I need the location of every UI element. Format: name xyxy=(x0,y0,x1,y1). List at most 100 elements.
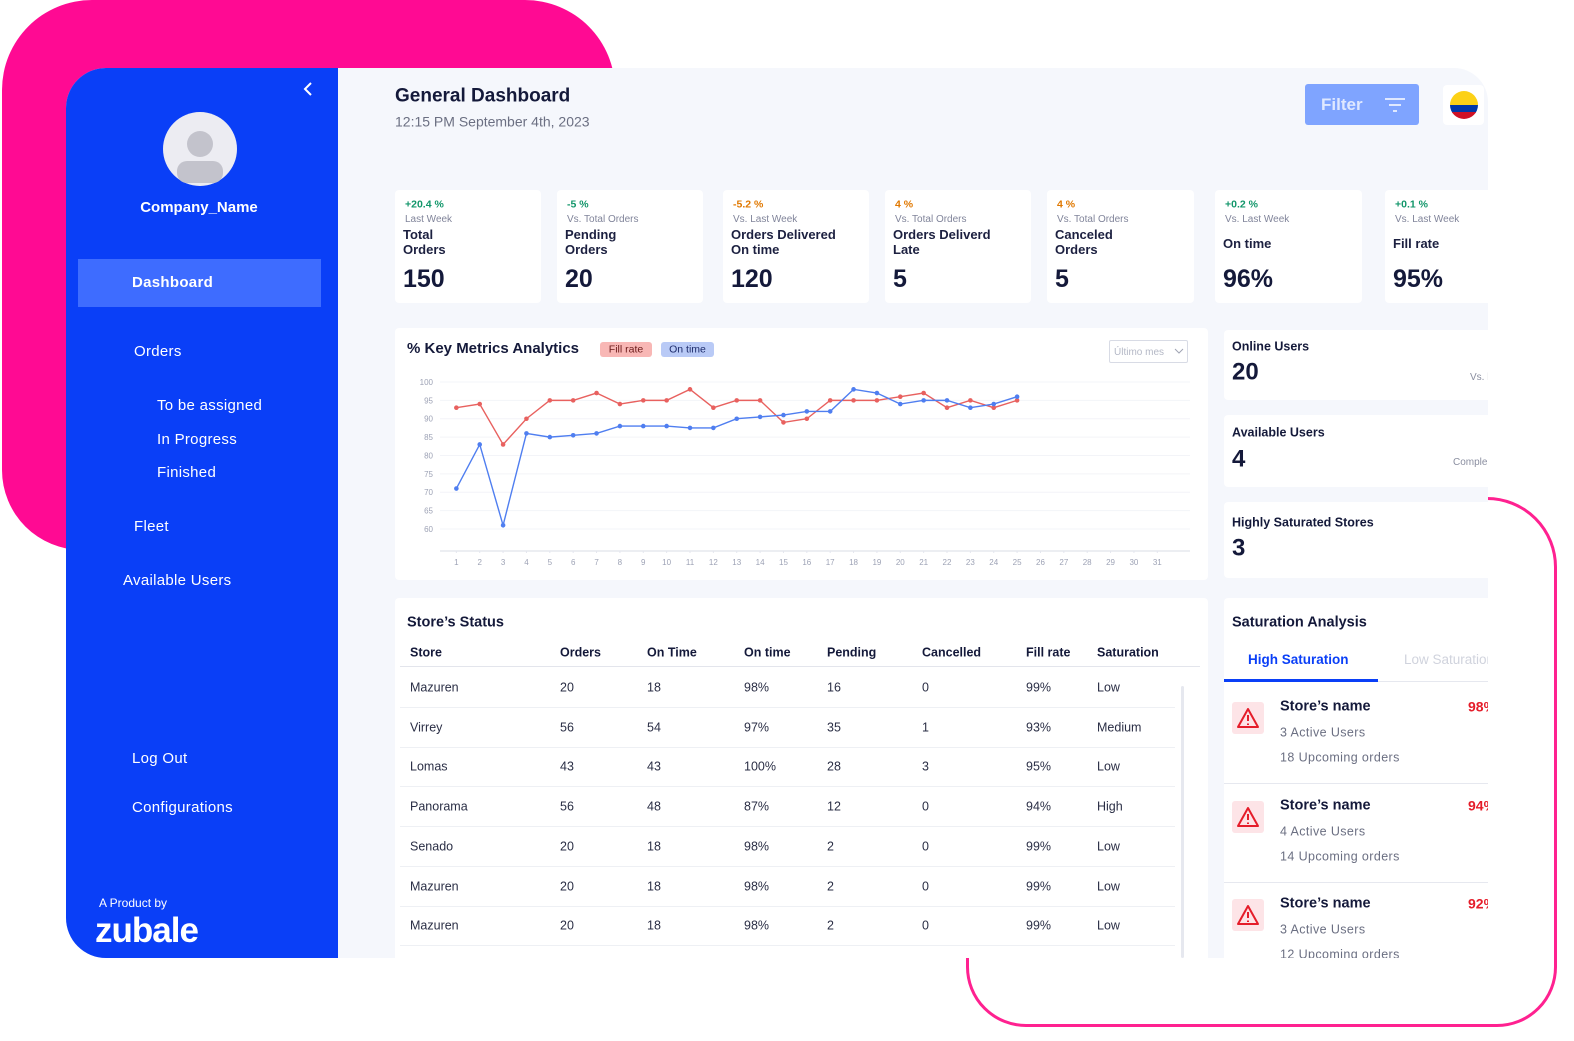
data-point xyxy=(500,442,506,447)
store-users: 4 Active Users xyxy=(1280,824,1366,838)
legend-chip[interactable]: On time xyxy=(661,342,714,357)
table-cell: 20 xyxy=(560,879,574,893)
x-tick-label: 10 xyxy=(662,558,671,567)
table-title: Store’s Status xyxy=(407,614,504,631)
data-point xyxy=(524,416,529,422)
data-point xyxy=(944,405,950,411)
x-tick-label: 29 xyxy=(1106,558,1115,567)
data-point xyxy=(851,398,856,403)
store-name: Store’s name xyxy=(1280,698,1371,715)
kpi-label: Orders Delivered xyxy=(731,227,836,243)
store-rate: 94% xyxy=(1468,797,1488,814)
table-cell: Medium xyxy=(1097,720,1142,735)
kpi-compare: Vs. Last Week xyxy=(733,214,798,225)
data-point xyxy=(664,423,669,429)
nav-item[interactable]: Fleet xyxy=(134,518,169,535)
kpi-value: 5 xyxy=(1055,265,1069,293)
nav-item[interactable]: Finished xyxy=(157,464,217,481)
header-rule xyxy=(400,666,1200,667)
warning-icon xyxy=(1232,702,1264,734)
tab[interactable]: Low Saturation xyxy=(1404,651,1488,667)
table-cell: 99% xyxy=(1026,680,1052,695)
x-tick-label: 4 xyxy=(524,558,529,567)
filter-button[interactable]: Filter xyxy=(1305,84,1419,125)
store-rate: 98% xyxy=(1468,698,1488,715)
data-point xyxy=(664,398,669,403)
table-cell: Low xyxy=(1097,839,1120,854)
nav-item[interactable]: Dashboard xyxy=(132,274,214,291)
column-header: Orders xyxy=(560,645,601,660)
y-tick-label: 70 xyxy=(424,488,433,497)
data-point xyxy=(687,425,693,431)
collapse-button[interactable] xyxy=(298,80,318,100)
kpi-value: 95% xyxy=(1393,265,1444,293)
data-point xyxy=(1014,394,1020,399)
table-cell: 2 xyxy=(827,879,834,893)
data-point xyxy=(757,414,763,420)
data-point xyxy=(757,398,763,403)
x-tick-label: 14 xyxy=(756,558,765,567)
metric-card xyxy=(1224,330,1488,400)
column-header: Cancelled xyxy=(922,645,982,660)
chart-card xyxy=(395,328,1208,580)
kpi-compare: Vs. Last Week xyxy=(1395,214,1460,225)
datetime: 12:15 PM September 4th, 2023 xyxy=(395,113,590,130)
y-tick-label: 100 xyxy=(420,378,434,387)
kpi-card xyxy=(723,190,869,303)
store-orders: 12 Upcoming orders xyxy=(1280,947,1400,959)
data-point xyxy=(968,405,973,411)
kpi-card xyxy=(395,190,541,303)
table-cell: Mazuren xyxy=(410,918,459,933)
x-tick-label: 8 xyxy=(618,558,623,567)
data-point xyxy=(804,409,810,414)
tab[interactable]: High Saturation xyxy=(1248,651,1349,667)
table-cell: Low xyxy=(1097,879,1120,893)
table-cell: 20 xyxy=(560,839,574,854)
table-cell: Lomas xyxy=(410,759,448,774)
table-cell: 12 xyxy=(827,799,841,814)
range-dropdown[interactable]: Último mes xyxy=(1109,340,1188,363)
data-point xyxy=(454,405,459,411)
table-cell: Senado xyxy=(410,839,454,854)
data-point xyxy=(827,409,833,414)
y-tick-label: 95 xyxy=(424,396,433,405)
table-cell: 56 xyxy=(560,799,574,814)
x-tick-label: 25 xyxy=(1013,558,1022,567)
kpi-change: -5 % xyxy=(567,198,589,211)
nav-item[interactable]: To be assigned xyxy=(157,397,263,414)
table-cell: 35 xyxy=(827,720,841,735)
country-flag[interactable] xyxy=(1443,85,1485,127)
store-users: 3 Active Users xyxy=(1280,922,1366,937)
data-point xyxy=(711,405,716,411)
data-point xyxy=(640,423,646,429)
table-cell: 48 xyxy=(647,799,661,814)
nav-item[interactable]: Available Users xyxy=(123,572,232,589)
table-cell: 18 xyxy=(647,839,661,854)
footer-nav-item[interactable]: Log Out xyxy=(132,750,188,767)
x-tick-label: 7 xyxy=(594,558,599,567)
data-point xyxy=(1014,398,1020,403)
x-tick-label: 3 xyxy=(501,558,506,567)
metric-card xyxy=(1224,502,1488,578)
x-tick-label: 31 xyxy=(1153,558,1162,567)
x-tick-label: 11 xyxy=(686,558,695,567)
warning-icon xyxy=(1232,800,1264,833)
nav-item[interactable]: Orders xyxy=(134,343,182,360)
active-nav-bg xyxy=(78,259,321,307)
kpi-change: 4 % xyxy=(895,198,914,211)
table-cell: 0 xyxy=(922,839,929,854)
metric-label: Available Users xyxy=(1232,425,1325,440)
kpi-label: On time xyxy=(1223,236,1272,252)
saturation-title: Saturation Analysis xyxy=(1232,614,1367,631)
table-cell: High xyxy=(1097,799,1123,814)
metric-value: 3 xyxy=(1232,534,1246,562)
row-rule xyxy=(400,865,1175,867)
legend-label: On time xyxy=(669,343,706,356)
table-cell: 95% xyxy=(1026,759,1052,774)
table-cell: 18 xyxy=(647,680,661,695)
row-rule xyxy=(400,707,1175,708)
nav-item[interactable]: In Progress xyxy=(157,431,237,448)
legend-chip[interactable]: Fill rate xyxy=(600,342,652,357)
footer-nav-item[interactable]: Configurations xyxy=(132,799,233,816)
